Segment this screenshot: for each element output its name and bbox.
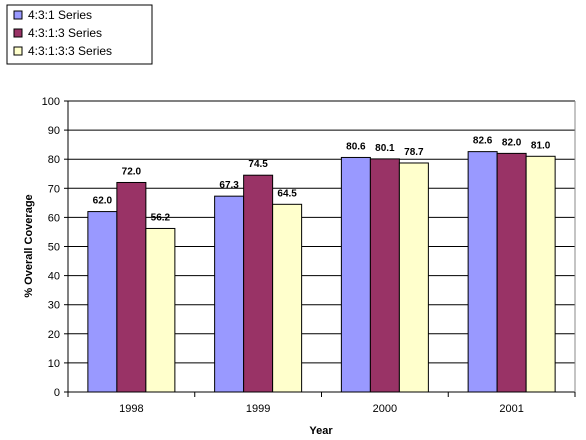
y-tick-label: 10 xyxy=(48,358,60,370)
legend-label: 4:3:1:3:3 Series xyxy=(28,44,112,58)
bar xyxy=(145,227,176,393)
y-tick-label: 30 xyxy=(48,300,60,312)
data-label: 56.2 xyxy=(151,212,171,223)
data-label: 72.0 xyxy=(122,166,142,177)
y-tick-label: 90 xyxy=(48,125,60,137)
bar xyxy=(116,181,147,393)
legend-swatch xyxy=(13,46,23,56)
y-tick-label: 0 xyxy=(54,387,60,399)
data-label: 82.0 xyxy=(502,137,522,148)
bar xyxy=(272,203,303,393)
data-label: 80.1 xyxy=(375,143,395,154)
x-tick-label: 2000 xyxy=(373,403,397,415)
bar xyxy=(243,174,274,393)
bar xyxy=(214,195,245,393)
bar xyxy=(340,156,371,393)
data-label: 80.6 xyxy=(346,141,366,152)
bar xyxy=(87,211,118,393)
plot-area: 62.0 72.0 56.2 67.3 74.5 64.5 80.6 80.1 78.7 82.6… xyxy=(42,96,576,415)
y-tick-label: 50 xyxy=(48,242,60,254)
y-ticks: 0 10 20 30 40 50 60 70 80 90 100 xyxy=(42,96,68,399)
x-tick-label: 1999 xyxy=(246,403,270,415)
data-label: 81.0 xyxy=(531,140,551,151)
x-ticks: 1998 1999 2000 2001 xyxy=(67,392,576,415)
bars xyxy=(87,151,556,393)
bar xyxy=(467,151,498,393)
bar xyxy=(398,162,429,393)
y-tick-label: 100 xyxy=(42,96,60,108)
data-label: 74.5 xyxy=(248,159,268,170)
y-tick-label: 20 xyxy=(48,329,60,341)
x-axis-title: Year xyxy=(309,425,333,437)
data-label: 64.5 xyxy=(277,188,297,199)
y-tick-label: 60 xyxy=(48,212,60,224)
legend: 4:3:1 Series 4:3:1:3 Series 4:3:1:3:3 Seri… xyxy=(6,4,153,65)
legend-label: 4:3:1:3 Series xyxy=(28,26,102,40)
bar xyxy=(525,155,556,393)
bar xyxy=(496,152,527,393)
y-tick-label: 40 xyxy=(48,271,60,283)
y-tick-label: 70 xyxy=(48,183,60,195)
legend-swatch xyxy=(13,10,23,20)
legend-swatch xyxy=(13,28,23,38)
x-tick-label: 1998 xyxy=(119,403,143,415)
legend-label: 4:3:1 Series xyxy=(28,8,92,22)
x-tick-label: 2001 xyxy=(499,403,523,415)
legend-box xyxy=(6,4,153,65)
data-label: 62.0 xyxy=(93,196,113,207)
y-tick-label: 80 xyxy=(48,154,60,166)
data-labels: 62.0 72.0 56.2 67.3 74.5 64.5 80.6 80.1 78.7 82.6… xyxy=(93,136,551,224)
data-label: 82.6 xyxy=(473,136,493,147)
y-axis-title: % Overall Coverage xyxy=(23,194,35,297)
bar xyxy=(369,158,400,393)
data-label: 67.3 xyxy=(219,180,239,191)
data-label: 78.7 xyxy=(404,147,424,158)
